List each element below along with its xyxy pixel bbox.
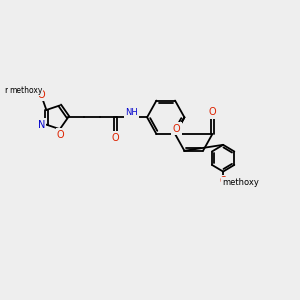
Text: N: N [38, 120, 45, 130]
Text: methoxy: methoxy [4, 85, 41, 94]
Text: methoxy: methoxy [9, 85, 42, 94]
Text: methoxy: methoxy [3, 85, 40, 94]
Text: O: O [219, 176, 227, 186]
Text: O: O [112, 133, 119, 142]
Text: methoxy: methoxy [222, 178, 259, 187]
Text: O: O [57, 130, 64, 140]
Text: O: O [208, 107, 216, 117]
Text: O: O [37, 90, 45, 100]
Text: NH: NH [125, 108, 138, 117]
Text: O: O [173, 124, 180, 134]
